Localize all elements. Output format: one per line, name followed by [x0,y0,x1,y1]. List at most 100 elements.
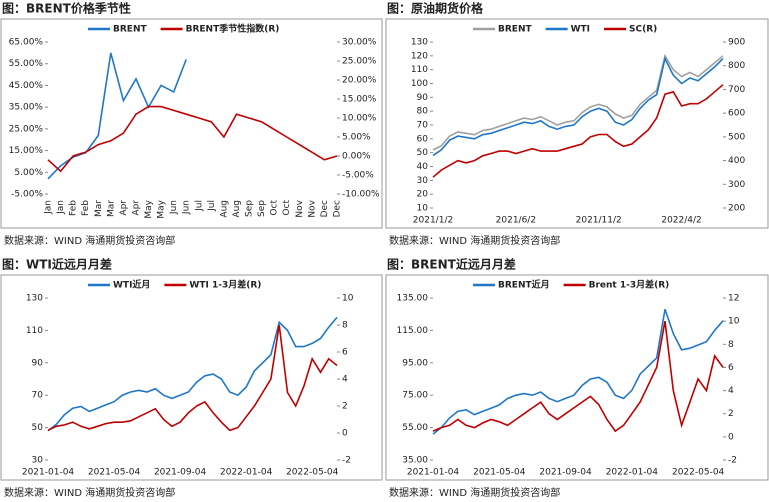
y-tick-label: 50 [417,148,429,158]
legend-label: BRENT季节性指数(R) [186,23,280,35]
y-tick-label: 110 [411,65,428,75]
x-tick-label: Jan [44,200,54,215]
y-tick-label: 4 [728,386,734,396]
y-tick-label: 15.00% [9,146,44,156]
y-tick-label: 15.00% [342,95,377,105]
y-tick-label: 0 [728,432,734,442]
y-tick-label: 130 [411,38,428,48]
y-tick-label: 115.00 [397,326,429,336]
y-tick-label: 200 [728,204,745,214]
y-tick-label: 40 [417,162,429,172]
series-line [432,53,724,151]
chart-frame [0,18,383,229]
x-tick-label: Mar [106,200,116,217]
y-tick-label: 5.00% [342,133,371,143]
y-tick-label: 700 [728,85,745,95]
series-line [432,320,724,433]
x-tick-label: 2021/1/2 [413,216,453,226]
panel-title: 图：BRENT近远月月差 [387,257,516,272]
x-tick-label: Apr [119,200,129,216]
y-tick-label: 10 [728,317,740,327]
legend-label: WTI 1-3月差(R) [189,279,261,291]
x-tick-label: Jul [207,200,217,212]
y-tick-label: 35.00 [402,456,428,466]
y-tick-label: 50 [32,423,44,433]
y-tick-label: 20 [417,190,429,200]
x-tick-label: 2021/11/2 [576,216,622,226]
y-tick-label: 30 [417,176,429,186]
y-tick-label: 30.00% [342,38,377,48]
y-tick-label: 0 [342,429,348,439]
x-tick-label: 2022-01-04 [606,468,659,478]
legend-label: BRENT [113,25,147,35]
y-tick-label: 4 [342,375,348,385]
y-tick-label: 800 [728,61,745,71]
x-tick-label: Sep [257,200,267,217]
y-tick-label: 55.00 [402,423,428,433]
x-tick-label: 2021/6/2 [496,216,536,226]
y-tick-label: 100 [411,79,428,89]
legend-label: WTI [571,25,590,35]
y-tick-label: -5.00% [342,171,374,181]
y-tick-label: 12 [728,294,739,304]
y-tick-label: 90 [417,93,429,103]
x-tick-label: Jun [182,200,192,215]
x-tick-label: Apr [131,200,141,216]
y-tick-label: 600 [728,109,745,119]
x-tick-label: Aug [232,200,242,218]
x-tick-label: Nov [307,199,317,217]
y-tick-label: 80 [417,107,429,117]
x-tick-label: Dec [333,200,343,217]
x-tick-label: Feb [81,200,91,216]
source-note: 数据来源：WIND 海通期货投资咨询部 [4,234,175,247]
series-line [432,84,724,178]
panel-title: 图：原油期货价格 [387,1,484,16]
legend-label: BRENT [498,25,532,35]
x-tick-label: 2022-05-04 [286,468,339,478]
y-tick-label: -10.00% [342,190,380,200]
y-tick-label: 8 [728,340,734,350]
y-tick-label: 8 [342,321,348,331]
x-tick-label: 2021-05-04 [473,468,526,478]
y-tick-label: 70 [32,391,44,401]
y-tick-label: 5.00% [14,168,43,178]
y-tick-label: 300 [728,180,745,190]
x-tick-label: Oct [270,200,280,216]
y-tick-label: 30 [32,456,44,466]
y-tick-label: 110 [26,326,43,336]
x-tick-label: 2021-09-04 [539,468,592,478]
y-tick-label: 10 [342,294,354,304]
y-tick-label: 60 [417,134,429,144]
x-tick-label: May [144,199,154,218]
y-tick-label: 45.00% [9,81,44,91]
x-tick-label: Oct [282,200,292,216]
y-tick-label: -5.00% [11,190,43,200]
y-tick-label: 6 [728,363,734,373]
y-tick-label: 10.00% [342,114,377,124]
y-tick-label: 2 [728,409,734,419]
source-note: 数据来源：WIND 海通期货投资咨询部 [389,234,560,247]
panel-title: 图：WTI近远月月差 [2,257,112,272]
x-tick-label: Jan [56,200,66,215]
y-tick-label: -2 [342,456,351,466]
legend-label: WTI近月 [113,279,150,291]
source-note: 数据来源：WIND 海通期货投资咨询部 [4,486,175,499]
y-tick-label: 20.00% [342,76,377,86]
x-tick-label: Jun [169,200,179,215]
legend-label: SC(R) [629,25,657,35]
x-tick-label: Dec [320,200,330,217]
x-tick-label: 2022/4/2 [661,216,701,226]
x-tick-label: May [157,199,167,218]
y-tick-label: 65.00% [9,38,44,48]
y-tick-label: 55.00% [9,59,44,69]
x-tick-label: Mar [94,200,104,217]
y-tick-label: 130 [26,294,43,304]
chart-frame [385,274,769,481]
y-tick-label: 0.00% [342,152,371,162]
y-tick-label: 70 [417,121,429,131]
y-tick-label: 10 [417,204,429,214]
